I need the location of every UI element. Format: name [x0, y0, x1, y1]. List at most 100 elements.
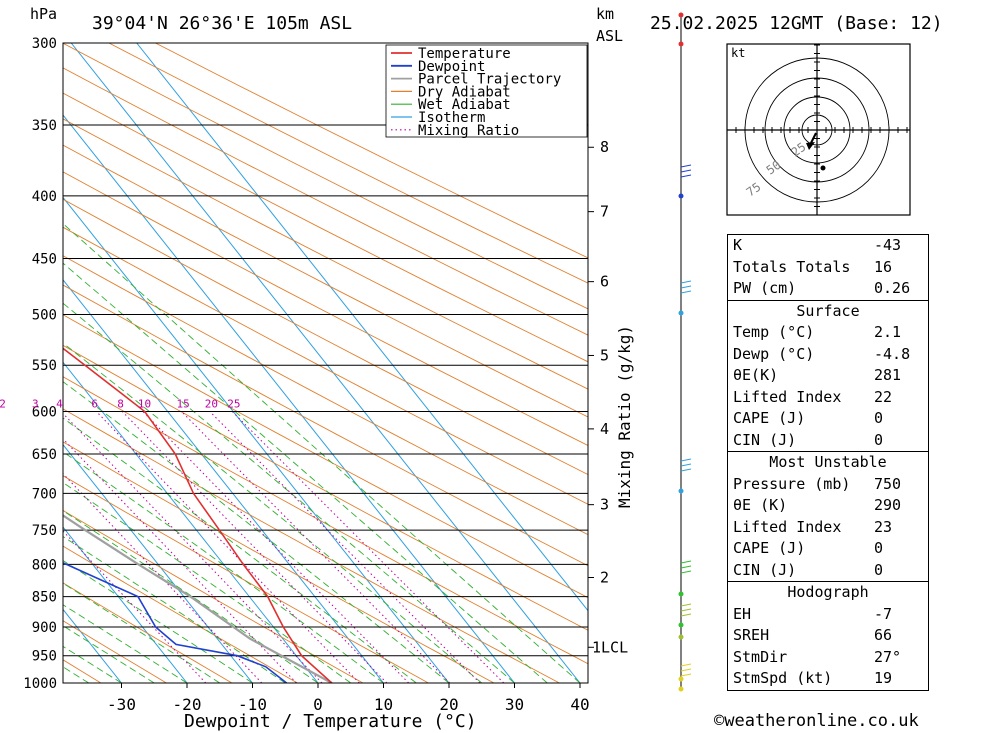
x-tick-label: 0	[313, 695, 323, 714]
height-label: 7	[600, 203, 609, 221]
plot-frame	[62, 42, 589, 684]
location-title: 39°04'N 26°36'E 105m ASL	[92, 13, 352, 34]
wind-barb	[680, 570, 692, 574]
x-tick-label: 10	[374, 695, 393, 714]
wind-barb	[680, 290, 692, 294]
wind-barb	[680, 164, 692, 168]
wind-level-dot	[678, 193, 684, 199]
height-label: 8	[600, 138, 609, 156]
height-label: 4	[600, 420, 609, 438]
series-line-temperature	[63, 347, 333, 683]
dry-adiabat-line	[63, 408, 560, 683]
pressure-label: 350	[32, 118, 57, 134]
pressure-label: 450	[32, 252, 57, 268]
wind-barb	[680, 169, 692, 173]
pw-row: PW (cm) 0.26	[733, 279, 911, 297]
wind-profile	[678, 12, 692, 692]
wet-adiabat-line	[63, 582, 221, 683]
dry-adiabat-line	[63, 118, 588, 390]
legend-label: Dewpoint	[418, 59, 485, 75]
mixing-ratio-label: 20	[205, 397, 218, 410]
pressure-label: 500	[32, 308, 57, 324]
temperature-axis-labels: -30 -20 -10 0 10 20 30 40	[107, 683, 590, 714]
wind-barb	[680, 608, 692, 612]
wet-adiabat-line	[63, 510, 319, 683]
hodograph-header: Hodograph	[728, 581, 928, 604]
dry-adiabat-line	[63, 67, 588, 336]
x-tick-label: -10	[238, 695, 267, 714]
stmdir-row: StmDir 27°	[733, 647, 902, 666]
mixing-ratio-label: 4	[56, 397, 63, 410]
x-tick-label: -30	[107, 695, 136, 714]
pressure-label: 900	[32, 620, 57, 636]
wind-barb	[680, 285, 692, 289]
wind-barb	[680, 174, 692, 178]
storm-motion-dot	[820, 165, 826, 171]
eh-row: EH -7	[733, 604, 893, 623]
dry-adiabat-line	[63, 545, 298, 683]
surface-temp-row: Temp (°C) 2.1	[733, 323, 902, 341]
mixing-ratio-label: 6	[91, 397, 98, 410]
mixing-ratio-axis-title: Mixing Ratio (g/kg)	[615, 325, 634, 508]
wind-level-dot	[678, 310, 684, 316]
indices-table: K -43 Totals Totals 16 PW (cm) 0.26 Surface…	[727, 234, 929, 691]
series-line-parcel-trajectory	[63, 514, 333, 683]
km-unit-label: km	[596, 5, 614, 23]
wind-barb	[680, 668, 692, 672]
mixing-ratio-label: 10	[138, 397, 151, 410]
pressure-label: 300	[32, 36, 57, 52]
pressure-label: 800	[32, 557, 57, 573]
hodograph-unit: kt	[731, 46, 745, 60]
mixing-ratio-line	[63, 472, 263, 683]
wet-adiabat-line	[63, 223, 581, 683]
wind-level-dot	[678, 686, 684, 692]
dry-adiabat-line	[155, 43, 588, 259]
x-axis-title: Dewpoint / Temperature (°C)	[184, 711, 477, 732]
wind-barb	[680, 463, 692, 467]
mu-cape-row: CAPE (J) 0	[733, 539, 884, 557]
storm-motion-arrow	[806, 142, 815, 150]
height-label: 5	[600, 346, 609, 364]
isotherm-line	[63, 196, 450, 683]
mixing-ratio-label: 2	[0, 397, 6, 410]
height-label: 2	[600, 569, 609, 587]
isotherm-line	[63, 361, 319, 683]
wet-adiabat-line	[63, 645, 122, 683]
mixing-ratio-line	[209, 411, 481, 683]
asl-unit-label: ASL	[596, 27, 623, 45]
legend-label: Mixing Ratio	[418, 123, 519, 139]
wind-level-dot	[678, 634, 684, 640]
height-label: 1LCL	[592, 638, 628, 656]
ring-label-50: 50	[764, 158, 784, 178]
legend-label: Parcel Trajectory	[418, 72, 561, 88]
x-tick-label: 20	[439, 695, 458, 714]
surface-theta-row: θE(K) 281	[733, 366, 902, 384]
mixing-ratio-line	[142, 411, 410, 683]
wind-barb	[680, 663, 692, 667]
dry-adiabat-line	[63, 582, 233, 683]
dry-adiabat-line	[63, 144, 588, 418]
totals-totals-row: Totals Totals 16	[733, 257, 893, 276]
dry-adiabat-line	[63, 475, 429, 683]
pressure-label: 850	[32, 590, 57, 606]
isotherm-line	[63, 443, 253, 683]
wet-adiabat-line	[63, 342, 483, 683]
wind-barb	[680, 673, 692, 677]
most-unstable-header: Most Unstable	[728, 451, 928, 474]
dry-adiabat-line	[63, 509, 364, 683]
pressure-label: 950	[32, 649, 57, 665]
pressure-label: 700	[32, 486, 57, 502]
height-label: 6	[600, 273, 609, 291]
mixing-ratio-label: 8	[117, 397, 124, 410]
wind-barb	[680, 280, 692, 284]
legend-box	[385, 44, 588, 138]
wind-barb	[680, 613, 692, 617]
mixing-ratio-labels: 12346810152025	[0, 397, 241, 410]
wet-adiabat-line	[63, 417, 417, 683]
surface-cin-row: CIN (J) 0	[733, 430, 884, 449]
mixing-ratio-label: 15	[177, 397, 190, 410]
ring-label-25: 25	[789, 140, 809, 160]
height-axis-labels: 8 7 6 5 4 3 2 1LCL	[588, 138, 628, 656]
surface-cape-row: CAPE (J) 0	[733, 409, 884, 427]
